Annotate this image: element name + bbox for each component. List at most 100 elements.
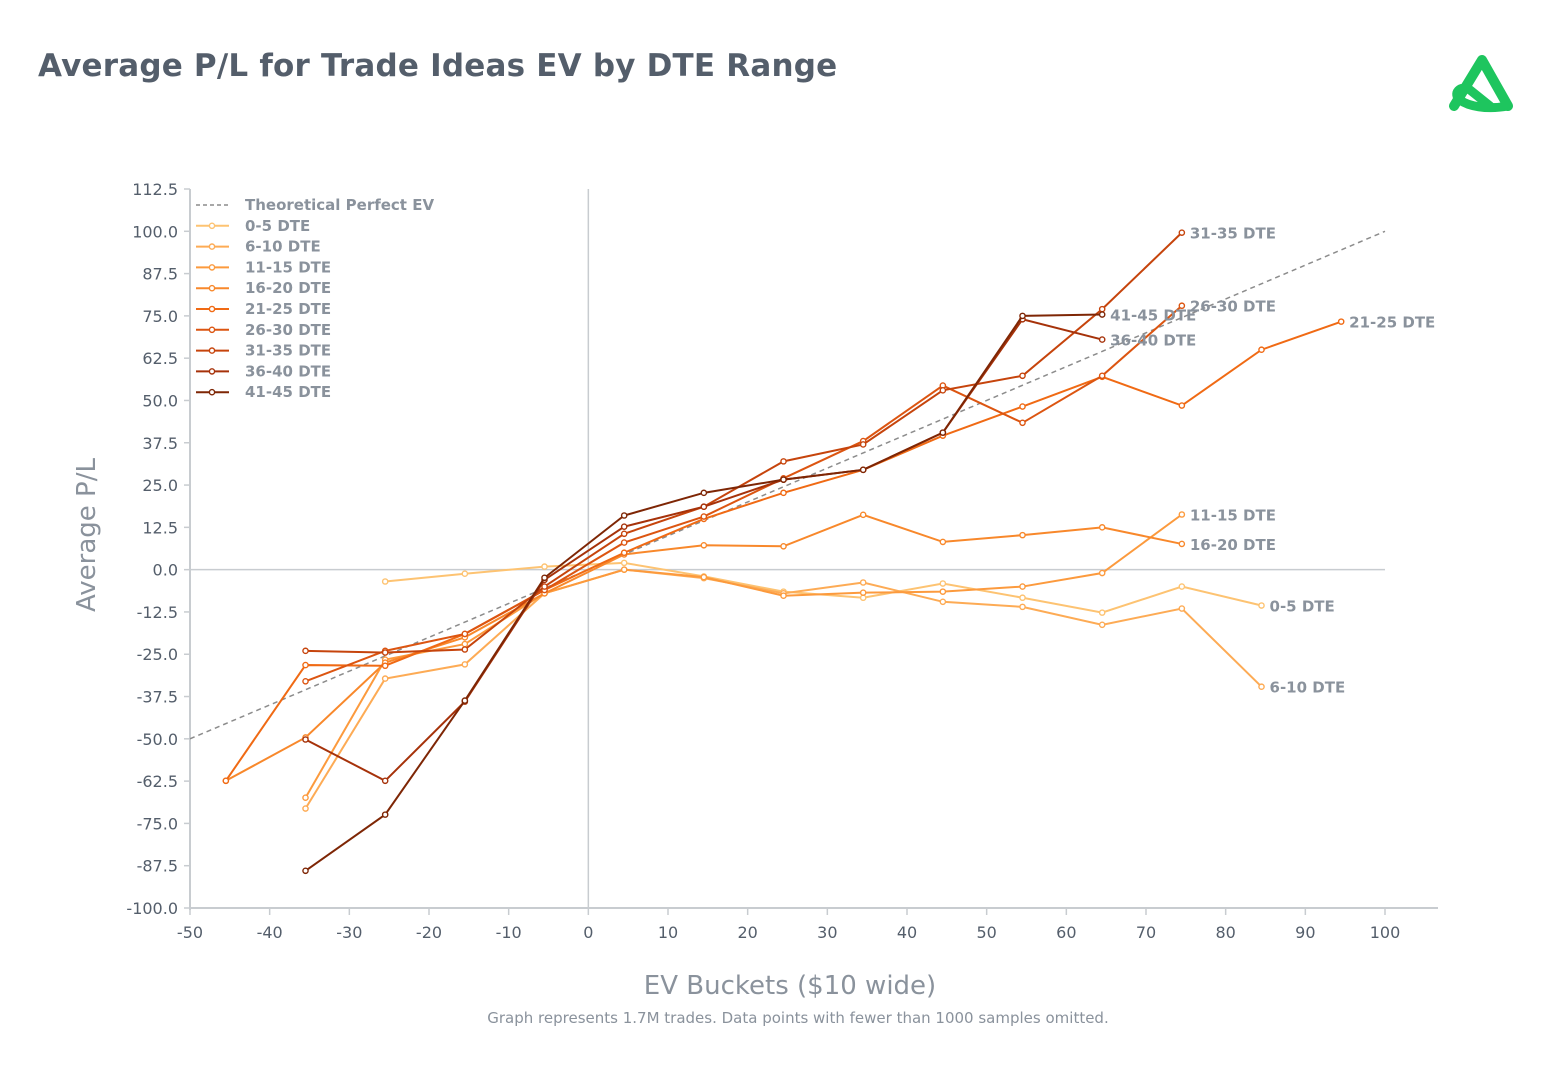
series-line xyxy=(305,318,1103,783)
data-point xyxy=(381,675,389,682)
legend-marker xyxy=(208,305,216,313)
legend-marker xyxy=(208,284,216,292)
data-point xyxy=(620,539,628,546)
data-point xyxy=(302,661,309,669)
series-31-35-dte: 31-35 DTE xyxy=(302,225,1276,656)
series-end-label: 26-30 DTE xyxy=(1190,298,1276,316)
data-point xyxy=(1098,311,1106,318)
y-tick-label: 50.0 xyxy=(142,391,178,410)
y-tick-label: -12.5 xyxy=(137,603,178,622)
data-point xyxy=(381,811,389,818)
data-point xyxy=(1019,583,1026,590)
data-point xyxy=(859,511,867,519)
legend-label: 0-5 DTE xyxy=(245,217,310,235)
legend-item: 31-35 DTE xyxy=(196,342,331,360)
data-point xyxy=(700,513,708,520)
y-tick-label: -50.0 xyxy=(137,730,178,749)
data-point xyxy=(780,489,787,497)
data-point xyxy=(541,583,548,590)
x-tick-label: -40 xyxy=(257,923,283,942)
data-point xyxy=(700,489,708,497)
data-point xyxy=(780,592,787,600)
series-end-label: 21-25 DTE xyxy=(1349,314,1435,332)
x-tick-label: 30 xyxy=(817,923,837,942)
data-point xyxy=(620,566,628,573)
y-tick-label: 87.5 xyxy=(142,265,178,284)
data-point xyxy=(302,805,309,812)
data-point xyxy=(1258,346,1265,354)
data-point xyxy=(939,580,947,587)
y-tick-label: -87.5 xyxy=(137,857,178,876)
data-point xyxy=(1098,621,1106,629)
data-point xyxy=(381,649,389,656)
series-6-10-dte: 6-10 DTE xyxy=(302,566,1345,812)
x-tick-label: 40 xyxy=(897,923,917,942)
legend-item: 11-15 DTE xyxy=(196,258,331,276)
x-tick-label: 50 xyxy=(976,923,996,942)
series-16-20-dte: 16-20 DTE xyxy=(222,511,1276,785)
data-point xyxy=(1098,372,1106,380)
x-tick-label: 80 xyxy=(1215,923,1235,942)
legend-item: 26-30 DTE xyxy=(196,321,331,339)
data-point xyxy=(1178,511,1186,518)
series-21-25-dte: 21-25 DTE xyxy=(222,314,1435,785)
y-tick-label: 37.5 xyxy=(142,434,178,453)
data-point xyxy=(302,678,309,685)
series-end-label: 31-35 DTE xyxy=(1190,225,1276,243)
data-point xyxy=(620,530,628,538)
data-point xyxy=(1019,372,1026,380)
data-point xyxy=(302,794,309,801)
data-point xyxy=(1098,524,1106,531)
legend-label: 26-30 DTE xyxy=(245,321,331,339)
chart-title: Average P/L for Trade Ideas EV by DTE Ra… xyxy=(38,48,838,84)
data-point xyxy=(1258,683,1265,691)
x-tick-label: -10 xyxy=(496,923,522,942)
y-tick-label: 0.0 xyxy=(153,561,178,580)
data-point xyxy=(461,630,469,638)
series-group: 0-5 DTE 6-10 DTE 11-15 DTE 16-20 DTE 21-25 D… xyxy=(222,225,1435,875)
y-tick-label: 12.5 xyxy=(142,518,178,537)
data-point xyxy=(700,541,708,549)
series-end-label: 36-40 DTE xyxy=(1110,332,1196,350)
x-tick-label: -50 xyxy=(177,923,203,942)
data-point xyxy=(859,466,867,474)
data-point xyxy=(700,503,708,511)
data-point xyxy=(1178,540,1186,548)
series-26-30-dte: 26-30 DTE xyxy=(302,298,1276,685)
y-tick-label: 100.0 xyxy=(132,222,178,241)
data-point xyxy=(461,646,469,653)
data-point xyxy=(1098,305,1106,313)
legend-label: 6-10 DTE xyxy=(245,238,321,256)
legend-item: 36-40 DTE xyxy=(196,362,331,380)
data-point xyxy=(461,640,469,648)
series-end-label: 41-45 DTE xyxy=(1110,307,1196,325)
series-line xyxy=(304,568,1263,810)
series-end-label: 0-5 DTE xyxy=(1270,598,1335,616)
series-line xyxy=(225,513,1183,782)
legend-label: 11-15 DTE xyxy=(245,258,331,276)
data-point xyxy=(620,549,628,557)
legend-label: 21-25 DTE xyxy=(245,300,331,318)
data-point xyxy=(1019,531,1026,539)
legend: Theoretical Perfect EV 0-5 DTE 6-10 DTE 11-… xyxy=(196,196,434,401)
legend-marker xyxy=(208,368,216,375)
y-tick-label: -100.0 xyxy=(126,899,178,918)
data-point xyxy=(1098,609,1106,616)
data-point xyxy=(780,476,787,483)
data-point xyxy=(1178,583,1186,590)
y-tick-label: 112.5 xyxy=(132,180,178,199)
legend-marker xyxy=(208,347,216,354)
data-point xyxy=(381,777,389,785)
data-point xyxy=(859,441,867,448)
series-36-40-dte: 36-40 DTE xyxy=(302,315,1196,785)
data-point xyxy=(541,563,548,570)
x-tick-label: 20 xyxy=(737,923,757,942)
series-line xyxy=(304,313,1103,872)
x-tick-label: 60 xyxy=(1056,923,1076,942)
data-point xyxy=(939,429,947,436)
y-tick-label: -25.0 xyxy=(137,645,178,664)
x-tick-label: -30 xyxy=(336,923,362,942)
legend-marker xyxy=(208,388,216,396)
series-line xyxy=(304,513,1183,799)
